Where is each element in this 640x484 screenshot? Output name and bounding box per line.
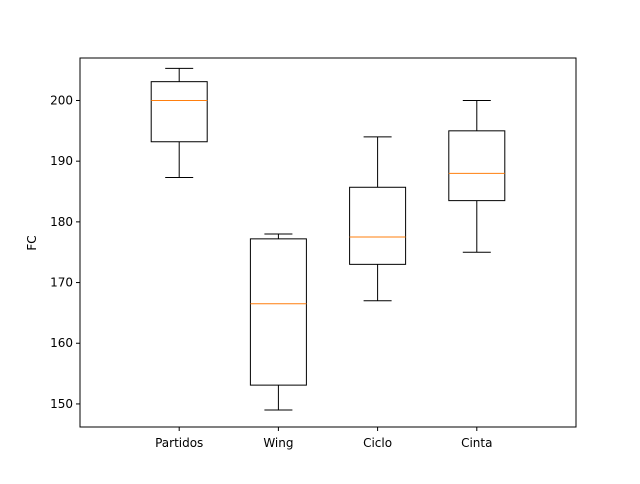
- box-ciclo: [349, 186, 407, 265]
- box-cinta: [448, 130, 506, 202]
- y-tick-label-200: 200: [50, 93, 73, 107]
- y-tick-label-150: 150: [50, 397, 73, 411]
- y-axis-label: FC: [25, 235, 39, 250]
- x-tick-label-wing: Wing: [263, 436, 293, 450]
- y-tick-label-160: 160: [50, 336, 73, 350]
- y-tick-label-190: 190: [50, 154, 73, 168]
- axes-frame: [79, 57, 577, 428]
- y-tick-label-170: 170: [50, 276, 73, 290]
- box-partidos: [150, 81, 208, 143]
- x-tick-label-cinta: Cinta: [461, 436, 492, 450]
- x-tick-label-partidos: Partidos: [155, 436, 203, 450]
- x-tick-label-ciclo: Ciclo: [363, 436, 392, 450]
- y-tick-label-180: 180: [50, 215, 73, 229]
- box-wing: [249, 238, 307, 386]
- plot-layer: 150 160 170 180 190 200 Partidos Wing Ciclo Cinta: [50, 57, 577, 450]
